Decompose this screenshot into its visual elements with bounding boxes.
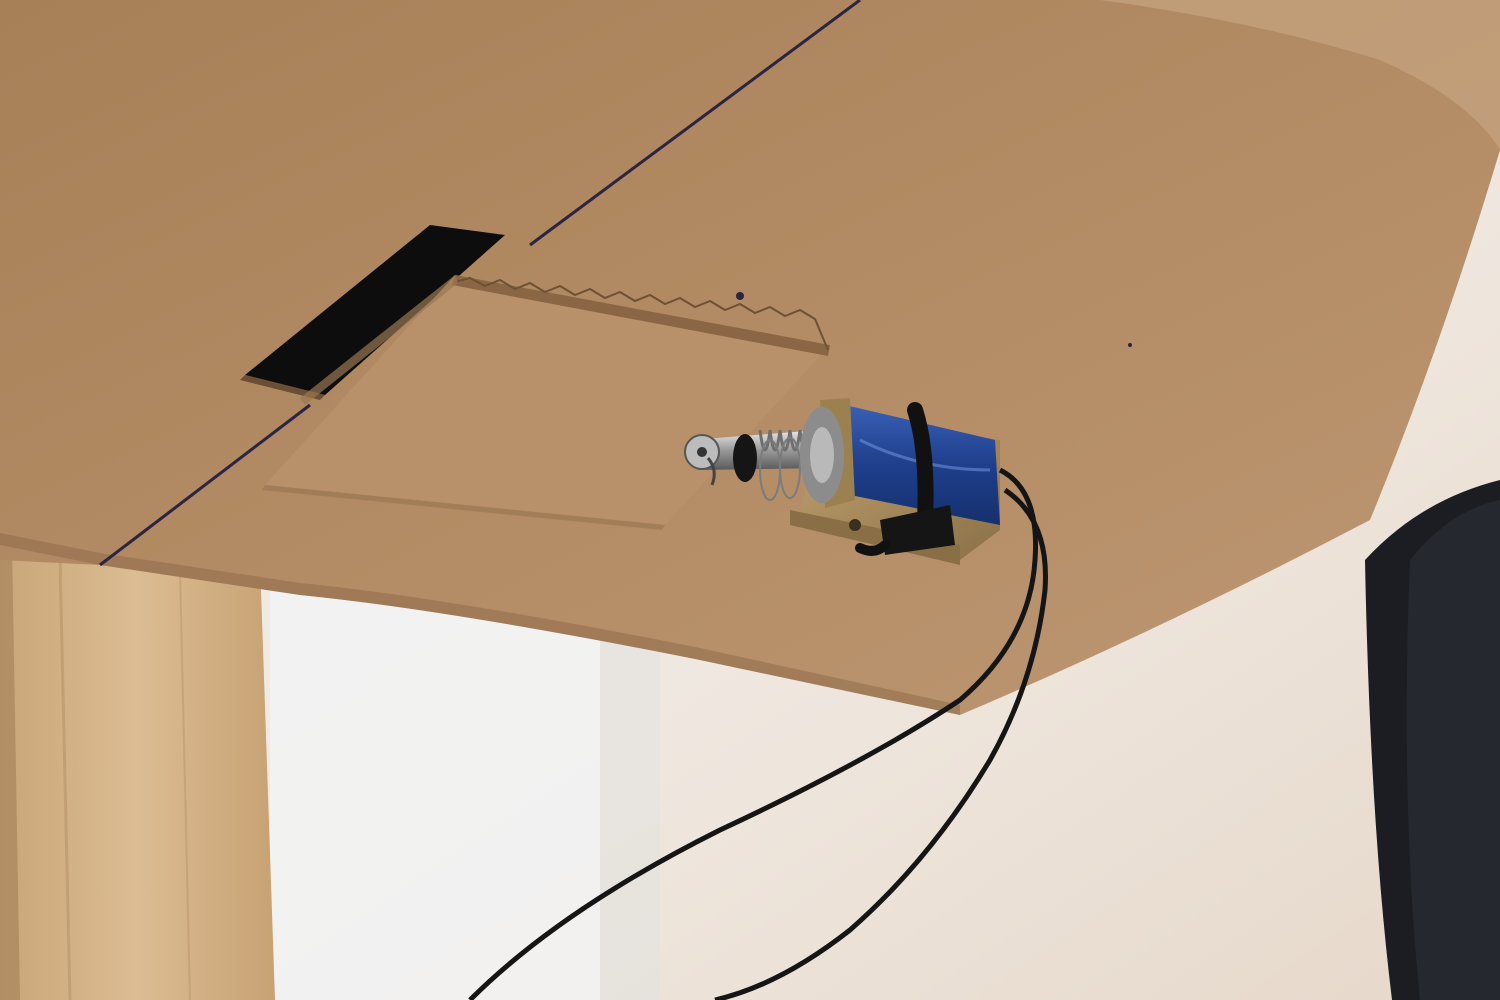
wire-icon xyxy=(468,467,1048,1000)
window-blur xyxy=(270,590,600,1000)
window-frame-blur xyxy=(600,620,660,1000)
board-slot xyxy=(245,225,505,395)
pen-line xyxy=(529,0,861,247)
wooden-post xyxy=(0,540,275,1000)
cable-tie-icon xyxy=(855,402,955,556)
solenoid-lock-icon xyxy=(684,398,1000,565)
